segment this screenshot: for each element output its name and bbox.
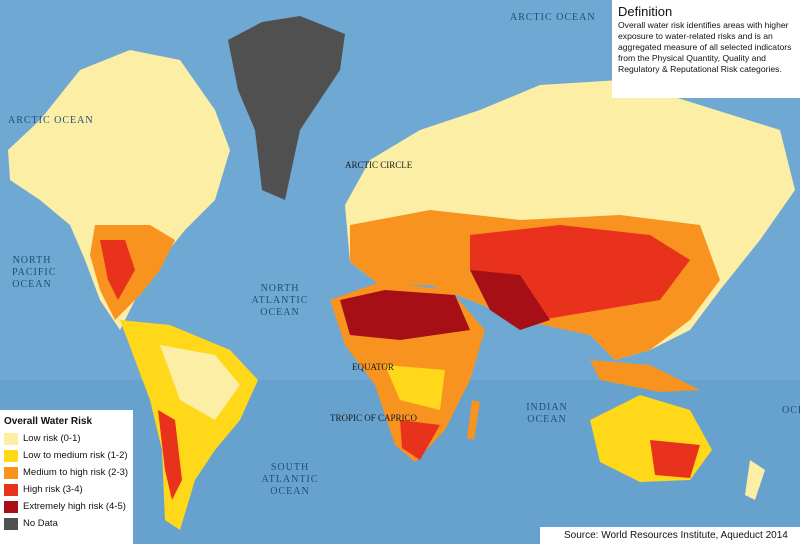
southeast-asia [590, 360, 700, 392]
label-arctic-ocean-left: ARCTIC OCEAN [8, 115, 94, 126]
legend-swatch [4, 432, 18, 445]
definition-panel: Definition Overall water risk identifies… [612, 0, 800, 98]
greenland [228, 16, 345, 200]
legend-label: Extremely high risk (4-5) [23, 501, 126, 512]
legend-item: Low to medium risk (1-2) [4, 447, 129, 464]
north-america-high [100, 240, 135, 300]
southern-africa-high [400, 420, 440, 460]
middle-east-extreme [470, 270, 550, 330]
label-north-pacific: NORTH PACIFIC OCEAN [12, 255, 57, 290]
north-america [8, 50, 230, 330]
africa-low [385, 365, 445, 410]
sahara-extreme [340, 290, 470, 340]
legend-swatch [4, 466, 18, 479]
legend-item: Medium to high risk (2-3) [4, 464, 129, 481]
legend-swatch [4, 500, 18, 513]
legend-swatch [4, 449, 18, 462]
label-ocean-right: OCE [782, 405, 800, 416]
legend-swatch [4, 517, 18, 530]
legend-item: Low risk (0-1) [4, 430, 129, 447]
legend-item: High risk (3-4) [4, 481, 129, 498]
label-arctic-circle: ARCTIC CIRCLE [345, 160, 413, 170]
legend-label: High risk (3-4) [23, 484, 83, 495]
label-south-atlantic: SOUTH ATLANTIC OCEAN [261, 462, 319, 497]
legend-item: No Data [4, 515, 129, 532]
definition-text: Overall water risk identifies areas with… [618, 20, 792, 74]
new-zealand [745, 460, 765, 500]
label-north-atlantic: NORTH ATLANTIC OCEAN [251, 283, 309, 318]
australia-high [650, 440, 700, 478]
label-equator: EQUATOR [352, 362, 394, 372]
legend-label: Low risk (0-1) [23, 433, 81, 444]
definition-title: Definition [618, 4, 673, 19]
label-tropic-of-capricorn: TROPIC OF CAPRICO [330, 413, 418, 423]
madagascar [467, 400, 480, 440]
legend-swatch [4, 483, 18, 496]
south-america-low [160, 345, 240, 420]
legend-label: No Data [23, 518, 58, 529]
source-caption: Source: World Resources Institute, Aqued… [540, 527, 800, 544]
legend-label: Low to medium risk (1-2) [23, 450, 128, 461]
legend-item: Extremely high risk (4-5) [4, 498, 129, 515]
label-arctic-ocean-top: ARCTIC OCEAN [510, 12, 596, 23]
legend: Overall Water Risk Low risk (0-1) Low to … [0, 410, 133, 544]
label-indian-ocean: INDIAN OCEAN [526, 402, 568, 425]
south-america-risk [158, 410, 182, 500]
legend-label: Medium to high risk (2-3) [23, 467, 129, 478]
legend-title: Overall Water Risk [4, 416, 93, 427]
